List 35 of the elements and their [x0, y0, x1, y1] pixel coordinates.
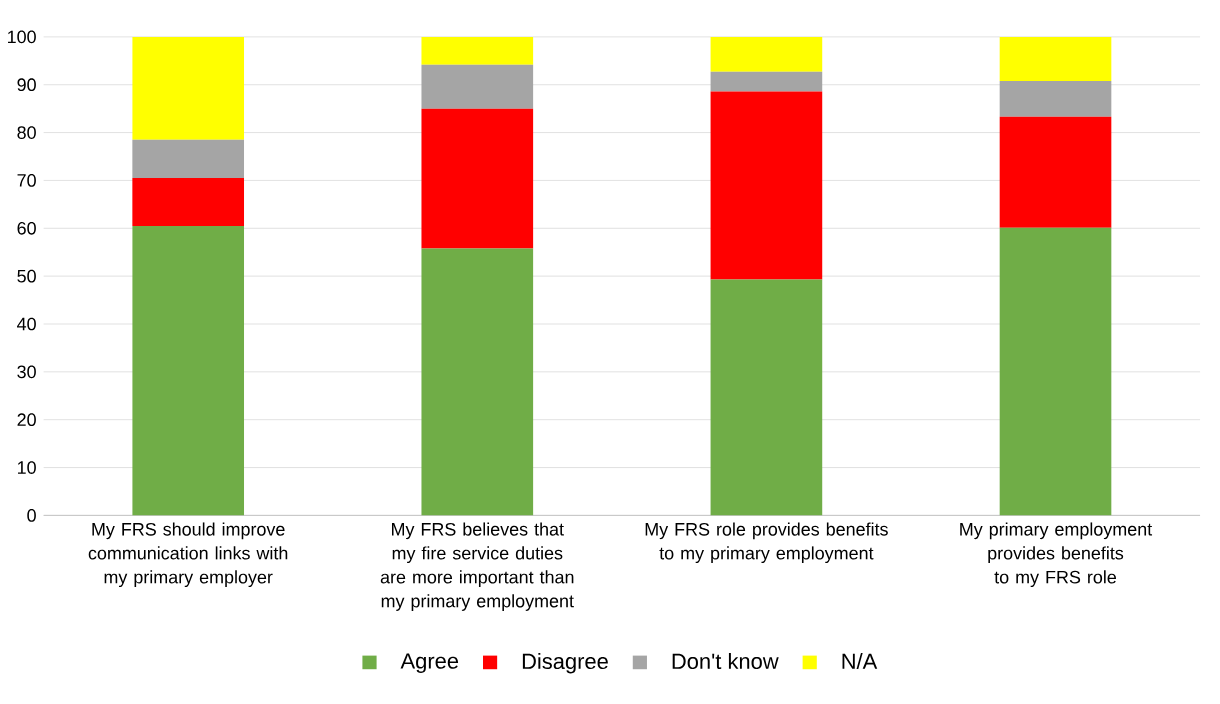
y-tick-label: 60	[17, 222, 36, 235]
bar	[710, 36, 823, 72]
bar	[132, 178, 245, 226]
x-tick-label: My FRS should improve communication links with my primary employer	[88, 522, 288, 588]
x-tick-label: My FRS believes that my fire service duties are more important than my primary employment	[380, 522, 574, 612]
legend-label: Don't know	[672, 653, 779, 670]
bar	[999, 116, 1112, 228]
bar	[710, 71, 823, 92]
x-tick-label: My FRS role provides benefits to my primary employment	[645, 522, 888, 564]
bar	[132, 225, 245, 516]
bar	[421, 248, 534, 516]
bar	[710, 91, 823, 280]
bar	[421, 108, 534, 249]
bar	[710, 279, 823, 516]
bar	[421, 64, 534, 109]
y-tick-label: 70	[17, 174, 36, 187]
legend-label: Disagree	[522, 653, 608, 674]
y-tick-label: 0	[27, 509, 36, 522]
bar	[999, 227, 1112, 516]
x-tick-label: My primary employment provides benefits to my FRS role	[960, 522, 1153, 588]
legend-label: N/A	[842, 653, 878, 670]
y-tick-label: 20	[17, 413, 36, 427]
legend-label: Agree	[400, 653, 459, 674]
bar	[999, 36, 1112, 81]
y-tick-label: 100	[8, 30, 36, 44]
y-tick-label: 80	[17, 126, 36, 140]
y-tick-label: 90	[17, 78, 36, 92]
y-tick-label: 10	[18, 461, 36, 475]
y-tick-label: 40	[17, 317, 36, 331]
bar	[132, 139, 245, 179]
bar	[132, 36, 245, 140]
bar	[999, 81, 1112, 117]
y-tick-label: 50	[17, 269, 36, 283]
y-tick-label: 30	[17, 365, 36, 379]
bar	[421, 36, 534, 65]
